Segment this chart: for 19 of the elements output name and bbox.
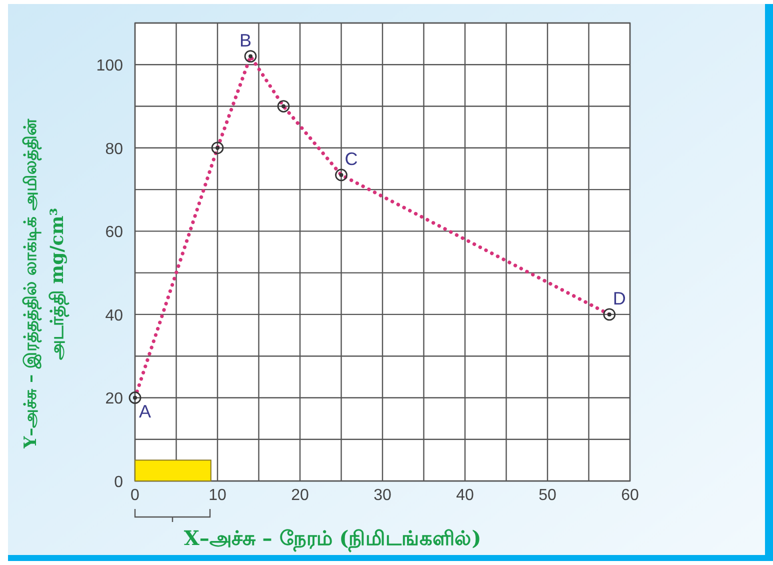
x-tick-label: 60 xyxy=(621,487,639,504)
y-tick-label: 40 xyxy=(105,307,124,324)
y-tick-label: 20 xyxy=(105,390,124,408)
x-tick-label: 20 xyxy=(291,487,309,504)
x-tick-label: 0 xyxy=(130,487,140,504)
x-tick-label: 40 xyxy=(456,487,474,504)
annotation: B xyxy=(239,30,252,50)
annotation: A xyxy=(138,402,152,422)
y-axis-title: Y–அச்சு – இரத்தத்தில் லாக்டிக் அமிலத்தின் அடர்த்தி mg/cm³ xyxy=(21,118,70,450)
x-tick-label: 50 xyxy=(538,487,556,504)
annotation: C xyxy=(344,148,358,169)
x-tick-label: 10 xyxy=(208,487,226,504)
x-axis-title: X–அச்சு – நேரம் (நிமிடங்களில்) xyxy=(184,526,482,553)
y-tick-label: 60 xyxy=(105,224,124,242)
y-tick-label: 0 xyxy=(114,474,124,491)
y-tick-label: 100 xyxy=(96,58,124,75)
x-tick-label: 30 xyxy=(374,487,392,504)
y-tick-label: 80 xyxy=(105,140,124,158)
annotation: D xyxy=(612,288,626,308)
